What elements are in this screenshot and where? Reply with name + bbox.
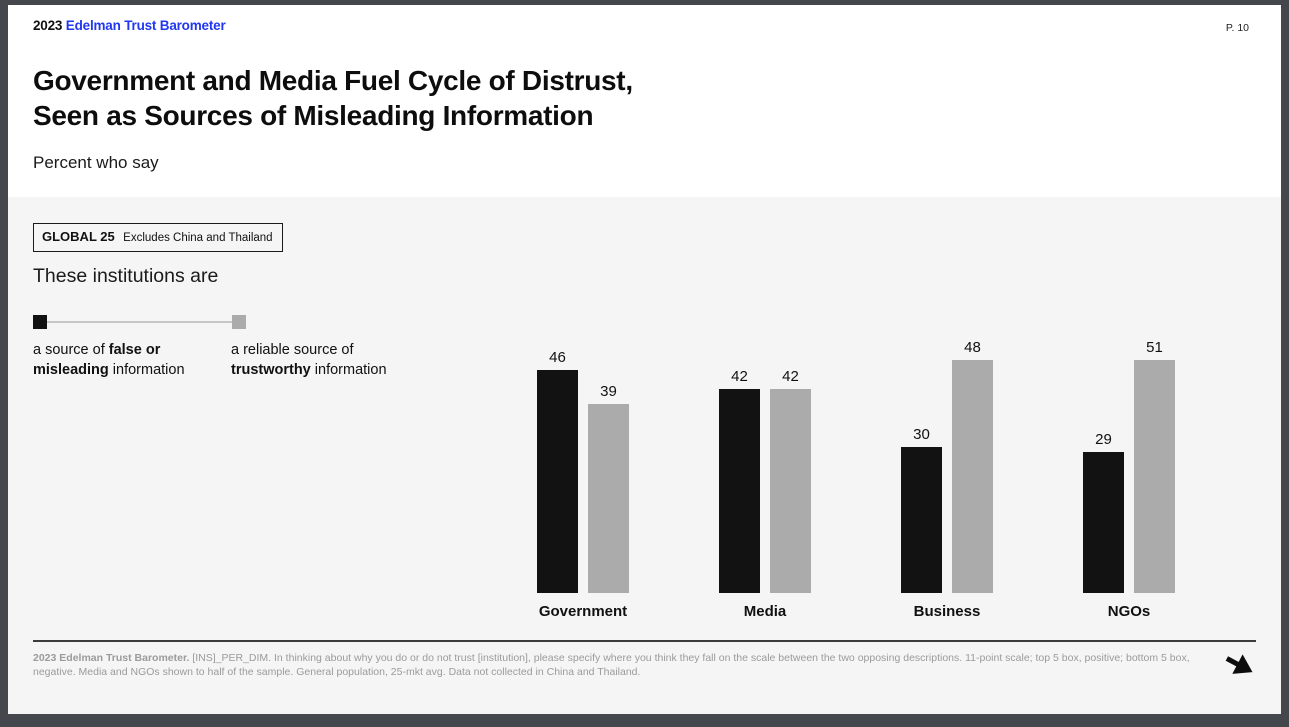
brand-year: 2023 — [33, 18, 63, 33]
bar — [588, 404, 629, 593]
legend-label-false: a source of false or misleading informat… — [33, 341, 228, 380]
legend-label-trustworthy: a reliable source of trustworthy informa… — [231, 341, 401, 380]
next-arrow-icon[interactable] — [1224, 649, 1258, 683]
bar-value-label: 51 — [1146, 339, 1163, 356]
legend-scale — [33, 315, 246, 329]
bar-value-label: 29 — [1095, 431, 1112, 448]
bar-column: 51 — [1134, 339, 1175, 593]
legend-right-bold: trustworthy — [231, 361, 311, 378]
bar-column: 30 — [901, 339, 942, 593]
bar-pair: 42 42 — [719, 339, 811, 593]
scale-track — [40, 321, 239, 323]
content-section: GLOBAL 25 Excludes China and Thailand Th… — [8, 197, 1281, 714]
bar — [952, 360, 993, 593]
footer-divider — [33, 640, 1256, 642]
bar — [537, 370, 578, 593]
bar-column: 42 — [719, 339, 760, 593]
page-title-line2: Seen as Sources of Misleading Informatio… — [33, 99, 594, 131]
bar-chart: 46 39 Government 42 42 Media 30 48 Business 29 51 N… — [537, 339, 1175, 620]
legend-right-prefix: a reliable source of — [231, 342, 354, 358]
bar-value-label: 48 — [964, 339, 981, 356]
legend-left-bold: false or misleading — [33, 342, 161, 378]
bar-column: 39 — [588, 339, 629, 593]
bar — [770, 389, 811, 593]
bar-column: 48 — [952, 339, 993, 593]
bar-pair: 29 51 — [1083, 339, 1175, 593]
bar-value-label: 42 — [782, 368, 799, 385]
global-25-tag: GLOBAL 25 Excludes China and Thailand — [33, 223, 283, 252]
page-subtitle: Percent who say — [33, 153, 159, 172]
bar-value-label: 39 — [600, 383, 617, 400]
bar — [901, 447, 942, 593]
category-label: Business — [913, 603, 981, 620]
slide: 2023 Edelman Trust Barometer P. 10 Gover… — [8, 5, 1281, 714]
bar — [719, 389, 760, 593]
chart-group-business: 30 48 Business — [901, 339, 993, 620]
brand-name: Edelman Trust Barometer — [65, 18, 226, 33]
bar-value-label: 42 — [731, 368, 748, 385]
chart-group-media: 42 42 Media — [719, 339, 811, 620]
legend-right-suffix: information — [310, 361, 387, 378]
page-title-line1: Government and Media Fuel Cycle of Distr… — [33, 65, 633, 96]
legend-left-suffix: information — [108, 361, 185, 378]
bar-column: 42 — [770, 339, 811, 593]
footnote: 2023 Edelman Trust Barometer. [INS]_PER_… — [33, 651, 1193, 679]
page-number: P. 10 — [1225, 22, 1249, 34]
bar-value-label: 30 — [913, 426, 930, 443]
legend-black-square-icon — [33, 315, 47, 329]
page-title: Government and Media Fuel Cycle of Distr… — [33, 64, 633, 133]
footnote-text: [INS]_PER_DIM. In thinking about why you… — [33, 652, 1190, 678]
global-25-note: Excludes China and Thailand — [123, 232, 273, 244]
bar-pair: 46 39 — [537, 339, 629, 593]
category-label: NGOs — [1107, 603, 1151, 620]
bar-value-label: 46 — [549, 349, 566, 366]
bar-column: 29 — [1083, 339, 1124, 593]
legend-left-prefix: a source of — [33, 342, 109, 358]
bar-pair: 30 48 — [901, 339, 993, 593]
brand-logo: 2023 Edelman Trust Barometer — [33, 18, 226, 33]
chart-group-ngos: 29 51 NGOs — [1083, 339, 1175, 620]
global-25-label: GLOBAL 25 — [42, 229, 115, 244]
bar — [1083, 452, 1124, 593]
chart-group-government: 46 39 Government — [537, 339, 629, 620]
category-label: Media — [743, 603, 787, 620]
bar — [1134, 360, 1175, 593]
section-heading: These institutions are — [33, 265, 219, 287]
bar-column: 46 — [537, 339, 578, 593]
footnote-source: 2023 Edelman Trust Barometer. — [33, 652, 190, 664]
category-label: Government — [538, 603, 628, 620]
legend-gray-square-icon — [232, 315, 246, 329]
